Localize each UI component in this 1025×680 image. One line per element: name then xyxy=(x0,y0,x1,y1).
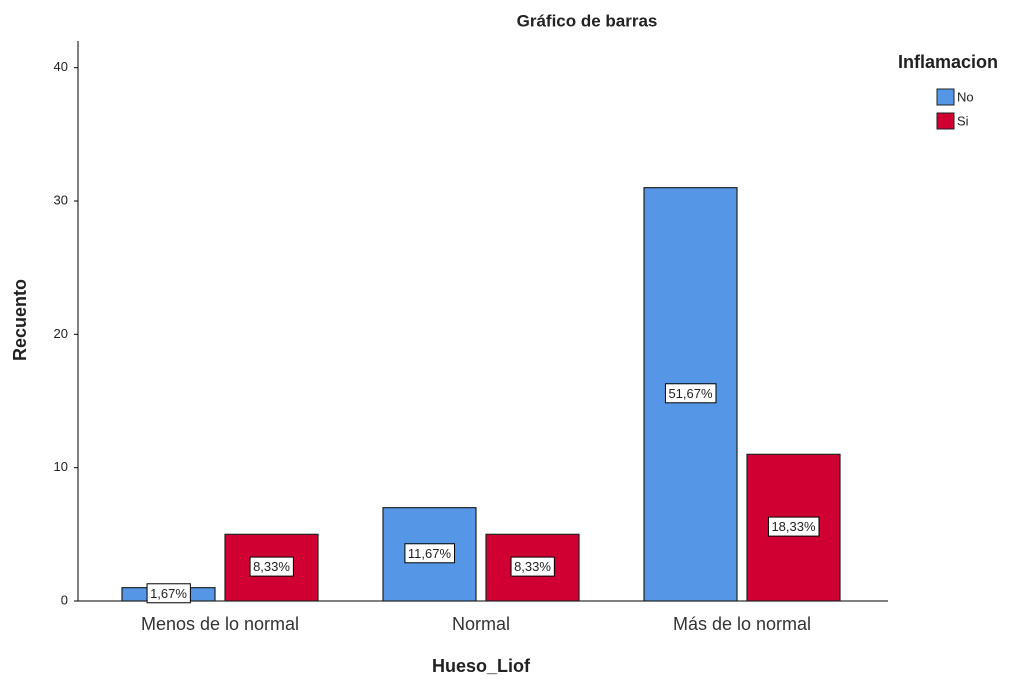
x-tick-label: Más de lo normal xyxy=(673,614,811,634)
data-label-box xyxy=(404,543,455,564)
y-tick-label: 20 xyxy=(54,326,68,341)
y-tick-label: 40 xyxy=(54,59,68,74)
data-label: 1,67% xyxy=(150,586,187,601)
y-axis-title: Recuento xyxy=(10,279,30,361)
data-label: 51,67% xyxy=(668,386,713,401)
legend-label: No xyxy=(957,89,974,104)
data-label: 8,33% xyxy=(253,559,290,574)
chart-title: Gráfico de barras xyxy=(517,11,658,30)
data-label-box xyxy=(767,516,820,537)
legend-swatch xyxy=(936,112,955,130)
data-label: 8,33% xyxy=(514,559,551,574)
x-tick-label: Menos de lo normal xyxy=(141,614,299,634)
legend-title: Inflamacion xyxy=(898,52,998,72)
legend-label: Si xyxy=(957,113,969,128)
x-tick-label: Normal xyxy=(452,614,510,634)
y-tick-label: 30 xyxy=(54,192,68,207)
data-label-box xyxy=(664,383,717,404)
y-tick-label: 0 xyxy=(61,592,68,607)
data-label-box xyxy=(146,583,191,604)
x-axis-title: Hueso_Liof xyxy=(432,656,531,676)
data-label: 18,33% xyxy=(771,519,816,534)
y-tick-label: 10 xyxy=(54,459,68,474)
data-label: 11,67% xyxy=(408,546,452,561)
legend-swatch xyxy=(936,88,955,106)
data-label-box xyxy=(249,556,294,577)
data-label-box xyxy=(510,556,555,577)
